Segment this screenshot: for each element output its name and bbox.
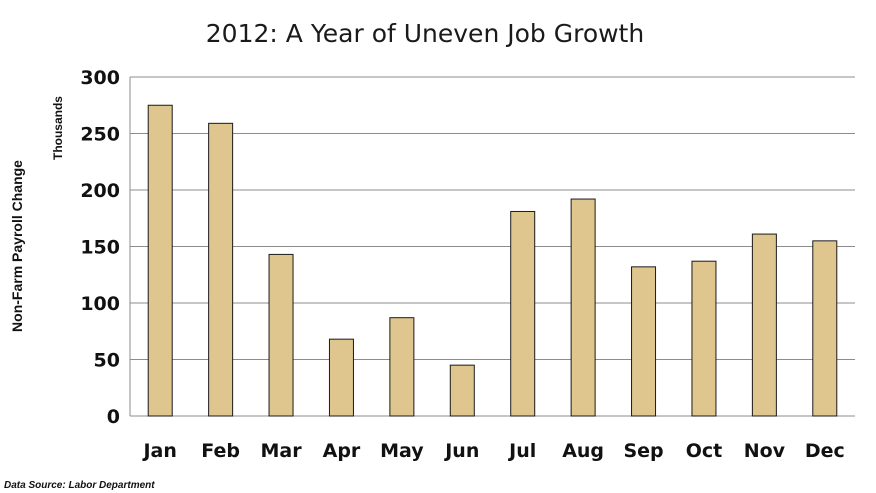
bar-jun: [449, 364, 475, 417]
bar-jul: [510, 210, 536, 417]
x-tick-label: Jul: [507, 440, 536, 462]
bar-feb: [208, 122, 234, 417]
bar-apr: [328, 338, 354, 417]
y-axis-units: Thousands: [51, 96, 65, 160]
data-source-note: Data Source: Labor Department: [4, 480, 155, 491]
y-tick-label: 300: [80, 67, 120, 89]
bar-nov: [751, 233, 777, 417]
x-tick-label: Feb: [201, 440, 240, 462]
y-tick-labels: 0 50 100 150 200 250 300: [80, 67, 120, 428]
y-axis-label: Non-Farm Payroll Change: [9, 160, 25, 332]
x-tick-labels: Jan Feb Mar Apr May Jun Jul Aug Sep Oct Nov Dec: [141, 440, 844, 462]
bar-jan: [147, 104, 173, 417]
x-tick-label: Nov: [744, 440, 786, 462]
y-tick-label: 50: [94, 350, 120, 372]
y-tick-label: 150: [80, 237, 120, 259]
chart-title: 2012: A Year of Uneven Job Growth: [206, 19, 644, 48]
y-tick-label: 100: [80, 293, 120, 315]
x-tick-label: Jun: [443, 440, 479, 462]
gridlines: [129, 76, 855, 417]
bar-sep: [631, 266, 657, 417]
x-tick-label: Aug: [562, 440, 604, 462]
bar-oct: [691, 260, 717, 417]
x-tick-label: Oct: [686, 440, 723, 462]
x-tick-label: Dec: [805, 440, 845, 462]
bar-may: [389, 317, 415, 417]
x-tick-label: Sep: [623, 440, 663, 462]
bars: [147, 104, 838, 417]
x-tick-label: Mar: [260, 440, 302, 462]
y-tick-label: 250: [80, 124, 120, 146]
bar-mar: [268, 253, 294, 417]
x-tick-label: Apr: [323, 440, 361, 462]
x-tick-label: May: [380, 440, 424, 462]
bar-dec: [812, 240, 838, 417]
x-tick-label: Jan: [141, 440, 176, 462]
y-tick-label: 200: [80, 180, 120, 202]
bar-aug: [570, 198, 596, 417]
y-tick-label: 0: [107, 406, 120, 428]
